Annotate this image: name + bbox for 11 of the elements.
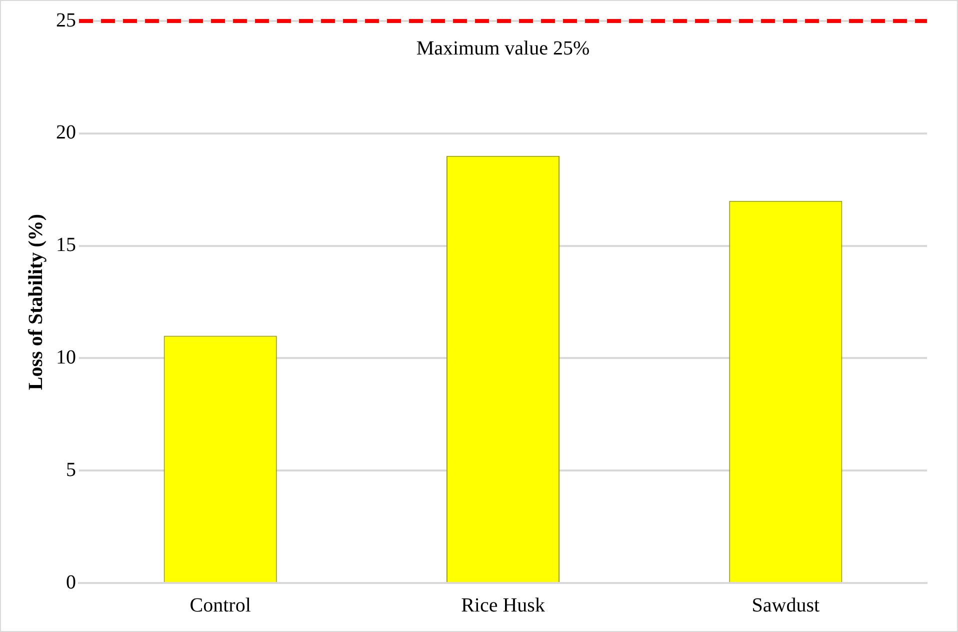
y-tick-label: 20: [56, 122, 76, 144]
x-tick-label: Control: [190, 594, 252, 616]
y-axis-title: Loss of Stability (%): [25, 214, 48, 390]
ref-line-label: Maximum value 25%: [416, 37, 590, 60]
y-tick-label: 10: [56, 346, 76, 368]
x-tick-label: Sawdust: [752, 594, 820, 616]
x-tick-label: Rice Husk: [461, 594, 545, 616]
y-tick-label: 0: [66, 571, 76, 594]
y-tick-label: 25: [56, 9, 76, 32]
y-tick-label: 5: [66, 458, 76, 481]
y-tick-label: 15: [56, 234, 76, 256]
